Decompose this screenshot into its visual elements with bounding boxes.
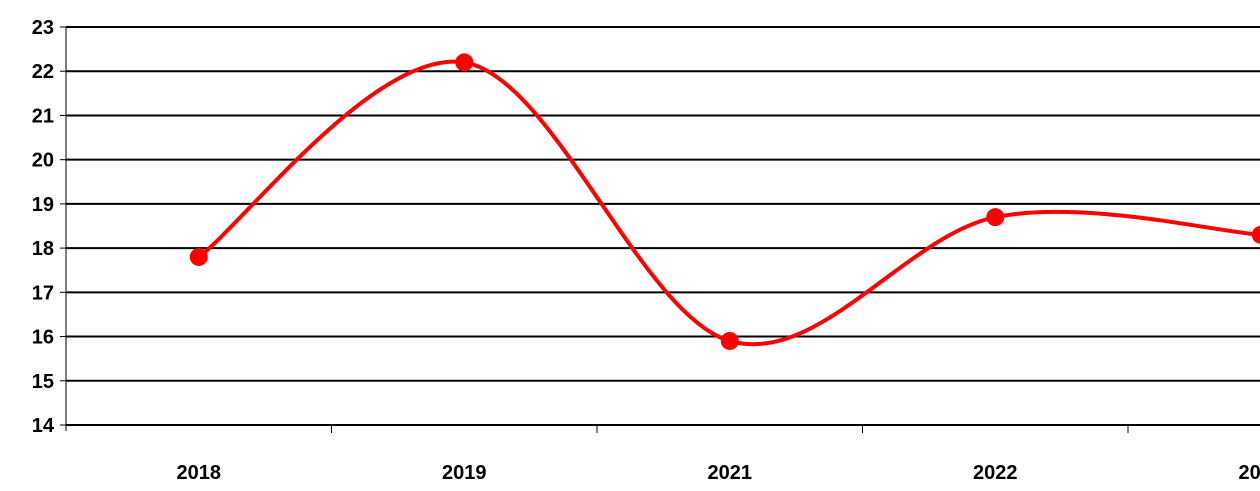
x-tick-label: 2023: [1239, 462, 1260, 484]
x-tick-label: 2022: [973, 462, 1018, 484]
data-point-2023: [1252, 226, 1260, 244]
y-tick-label: 14: [32, 415, 55, 437]
y-tick-label: 21: [32, 105, 54, 127]
y-tick-label: 18: [32, 238, 54, 260]
data-point-2019: [455, 53, 473, 71]
y-tick-labels: 14 15 16 17 18 19 20 21 22 23: [32, 17, 55, 437]
data-point-2018: [190, 248, 208, 266]
x-tick-label: 2021: [708, 462, 753, 484]
axis-layer: [60, 27, 1260, 433]
y-tick-label: 19: [32, 194, 54, 216]
x-tick-label: 2018: [177, 462, 222, 484]
x-tick-label: 2019: [442, 462, 487, 484]
y-tick-label: 20: [32, 150, 54, 172]
y-tick-label: 16: [32, 327, 54, 349]
grid-layer: [66, 27, 1260, 381]
data-point-2022: [986, 208, 1004, 226]
x-tick-labels: 2018 2019 2021 2022 2023: [177, 462, 1260, 484]
series-layer: [190, 53, 1260, 350]
y-tick-label: 17: [32, 282, 54, 304]
y-tick-label: 22: [32, 61, 54, 83]
y-tick-label: 23: [32, 17, 54, 39]
data-point-2021: [721, 332, 739, 350]
y-tick-label: 15: [32, 371, 54, 393]
